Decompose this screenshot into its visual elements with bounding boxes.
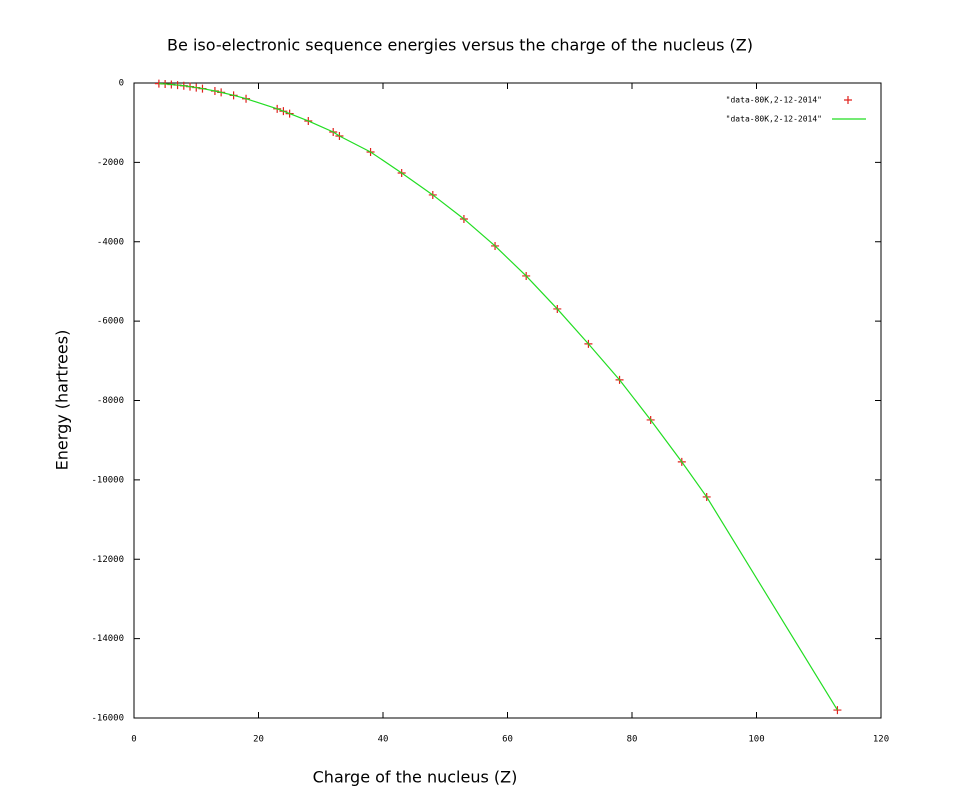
legend-marker	[844, 96, 852, 104]
x-axis-label: Charge of the nucleus (Z)	[313, 768, 518, 787]
y-tick-label: -10000	[91, 475, 124, 485]
x-tick-label: 100	[748, 735, 764, 745]
x-tick-label: 60	[502, 735, 513, 745]
y-tick-label: -6000	[97, 317, 124, 327]
y-tick-label: -16000	[91, 714, 124, 724]
y-axis-label: Energy (hartrees)	[53, 330, 72, 471]
y-tick-label: -14000	[91, 634, 124, 644]
x-tick-label: 120	[873, 735, 889, 745]
legend-label: "data-80K,2-12-2014"	[726, 115, 822, 124]
y-tick-label: -2000	[97, 158, 124, 168]
x-tick-label: 80	[627, 735, 638, 745]
x-tick-label: 0	[131, 735, 136, 745]
data-line	[158, 82, 838, 711]
legend-label: "data-80K,2-12-2014"	[726, 96, 822, 105]
x-tick-label: 20	[253, 735, 264, 745]
plot-frame	[133, 82, 882, 719]
y-tick-label: -4000	[97, 237, 124, 247]
y-tick-label: -8000	[97, 396, 124, 406]
chart-title: Be iso-electronic sequence energies vers…	[167, 36, 753, 55]
y-tick-label: 0	[119, 79, 124, 89]
x-tick-label: 40	[378, 735, 389, 745]
y-tick-label: -12000	[91, 555, 124, 565]
data-point	[833, 706, 842, 715]
